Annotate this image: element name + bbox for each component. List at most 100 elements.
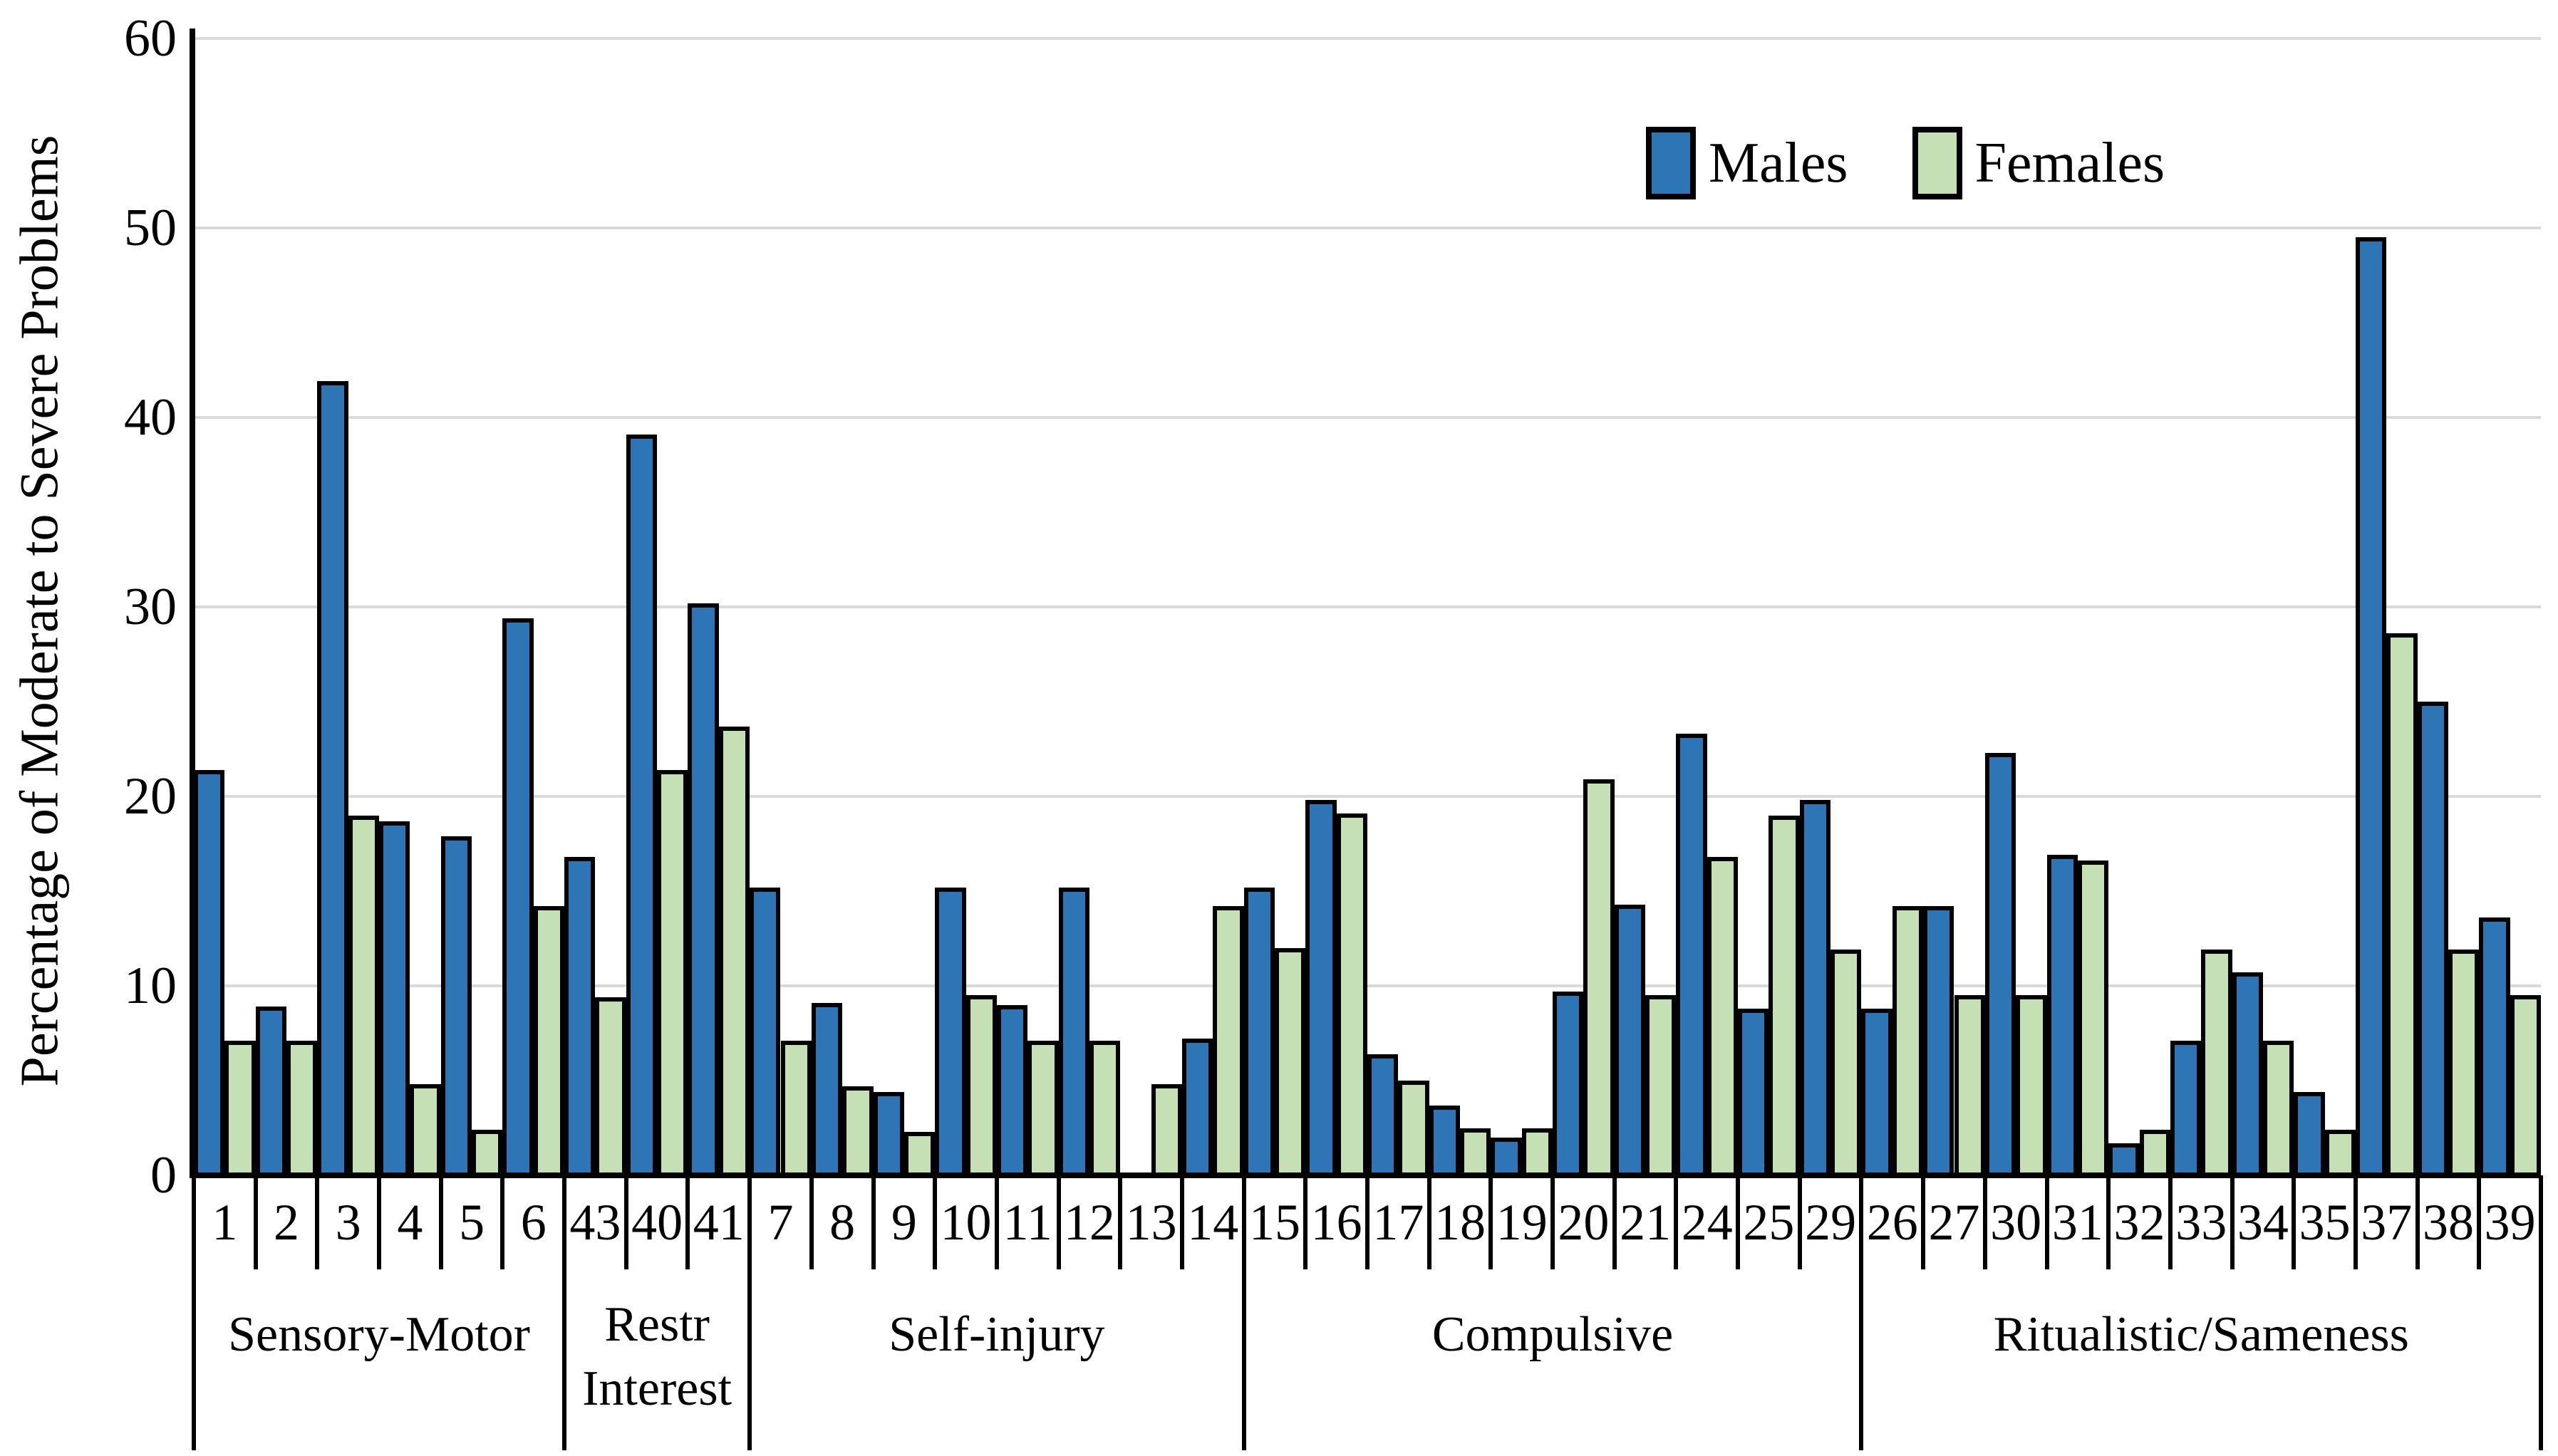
x-tick-label-13: 13	[1125, 1194, 1177, 1251]
bar-males-9	[873, 1091, 904, 1178]
x-tick-line	[1118, 1175, 1123, 1269]
bar-males-6	[502, 618, 534, 1178]
x-tick-label-31: 31	[2051, 1194, 2103, 1251]
y-tick-label-20: 20	[124, 767, 177, 826]
x-tick-line	[438, 1175, 443, 1269]
bar-males-35	[2294, 1091, 2325, 1178]
x-tick-line	[253, 1175, 258, 1269]
bar-females-34	[2262, 1041, 2294, 1178]
bar-males-26	[1861, 1008, 1892, 1178]
gridline-20	[194, 795, 2541, 798]
bar-males-1	[194, 769, 225, 1178]
x-tick-line	[1488, 1175, 1493, 1269]
group-label-sensory-motor: Sensory-Motor	[228, 1307, 530, 1362]
x-tick-label-43: 43	[569, 1194, 621, 1251]
bar-females-35	[2324, 1130, 2356, 1178]
gridline-30	[194, 605, 2541, 608]
bar-males-30	[1984, 752, 2016, 1178]
bar-females-19	[1521, 1128, 1553, 1178]
males-swatch-icon	[1646, 127, 1696, 199]
bar-females-3	[348, 815, 380, 1178]
x-tick-line	[1921, 1175, 1926, 1269]
y-tick-label-50: 50	[124, 199, 177, 257]
x-tick-label-10: 10	[940, 1194, 992, 1251]
bar-females-10	[965, 995, 997, 1178]
group-divider	[747, 1175, 752, 1450]
legend-item-males: Males	[1646, 127, 1848, 199]
bar-females-43	[595, 997, 626, 1178]
bar-males-38	[2417, 702, 2448, 1178]
x-tick-label-35: 35	[2299, 1194, 2351, 1251]
x-tick-label-4: 4	[397, 1194, 423, 1251]
x-tick-line	[1797, 1175, 1802, 1269]
bar-males-40	[626, 434, 658, 1178]
group-label-ritualistic-sameness: Ritualistic/Sameness	[1993, 1307, 2409, 1362]
bar-males-14	[1181, 1039, 1213, 1178]
group-divider	[192, 1175, 196, 1450]
bar-males-3	[317, 381, 348, 1178]
group-label-interest: Interest	[582, 1361, 732, 1416]
bar-females-29	[1831, 950, 1862, 1178]
bar-males-2	[255, 1007, 286, 1178]
x-tick-line	[871, 1175, 876, 1269]
x-tick-label-40: 40	[631, 1194, 683, 1251]
group-label-compulsive: Compulsive	[1431, 1307, 1674, 1362]
x-tick-label-32: 32	[2113, 1194, 2165, 1251]
x-tick-label-25: 25	[1743, 1194, 1795, 1251]
group-label-restr: Restr	[604, 1297, 710, 1352]
bar-females-30	[2016, 995, 2047, 1178]
bar-males-39	[2479, 917, 2510, 1178]
gridline-10	[194, 984, 2541, 987]
x-tick-label-33: 33	[2175, 1194, 2227, 1251]
x-tick-label-20: 20	[1558, 1194, 1610, 1251]
x-tick-line	[1982, 1175, 1987, 1269]
bar-females-26	[1892, 906, 1924, 1178]
bar-females-13	[1151, 1084, 1182, 1178]
bar-females-15	[1274, 947, 1306, 1178]
x-tick-label-38: 38	[2422, 1194, 2474, 1251]
x-tick-label-39: 39	[2484, 1194, 2536, 1251]
x-tick-label-5: 5	[459, 1194, 485, 1251]
x-tick-label-21: 21	[1620, 1194, 1672, 1251]
x-tick-line	[315, 1175, 320, 1269]
x-tick-label-37: 37	[2361, 1194, 2413, 1251]
bar-males-15	[1243, 887, 1275, 1178]
bar-females-20	[1583, 779, 1615, 1178]
bar-females-17	[1398, 1081, 1429, 1178]
x-tick-line	[1056, 1175, 1061, 1269]
x-tick-line	[2353, 1175, 2358, 1269]
x-tick-line	[2230, 1175, 2235, 1269]
x-tick-label-41: 41	[693, 1194, 745, 1251]
bar-females-25	[1769, 815, 1800, 1178]
bar-males-33	[2170, 1041, 2202, 1178]
x-tick-line	[809, 1175, 814, 1269]
x-tick-line	[1550, 1175, 1555, 1269]
bar-males-8	[811, 1002, 843, 1178]
x-tick-line	[1365, 1175, 1369, 1269]
bar-females-7	[780, 1041, 812, 1178]
x-tick-label-6: 6	[520, 1194, 547, 1251]
x-tick-label-2: 2	[274, 1194, 299, 1251]
x-tick-line	[1674, 1175, 1679, 1269]
gridline-50	[194, 227, 2541, 229]
bar-males-17	[1367, 1054, 1399, 1178]
group-divider	[2539, 1175, 2543, 1450]
bar-males-5	[440, 836, 472, 1178]
bar-males-12	[1058, 887, 1089, 1178]
x-tick-label-16: 16	[1310, 1194, 1362, 1251]
bar-males-20	[1553, 991, 1584, 1178]
females-swatch-icon	[1912, 127, 1962, 199]
x-tick-label-29: 29	[1805, 1194, 1857, 1251]
bar-females-21	[1645, 995, 1677, 1178]
x-tick-line	[933, 1175, 938, 1269]
bar-males-43	[564, 857, 596, 1178]
x-tick-line	[2415, 1175, 2420, 1269]
x-tick-line	[2168, 1175, 2173, 1269]
group-label-self-injury: Self-injury	[889, 1307, 1105, 1362]
x-axis-line	[190, 1172, 2541, 1178]
group-divider	[1241, 1175, 1246, 1450]
x-tick-label-19: 19	[1496, 1194, 1548, 1251]
x-tick-line	[500, 1175, 505, 1269]
bar-females-6	[533, 906, 565, 1178]
x-tick-label-34: 34	[2237, 1194, 2289, 1251]
